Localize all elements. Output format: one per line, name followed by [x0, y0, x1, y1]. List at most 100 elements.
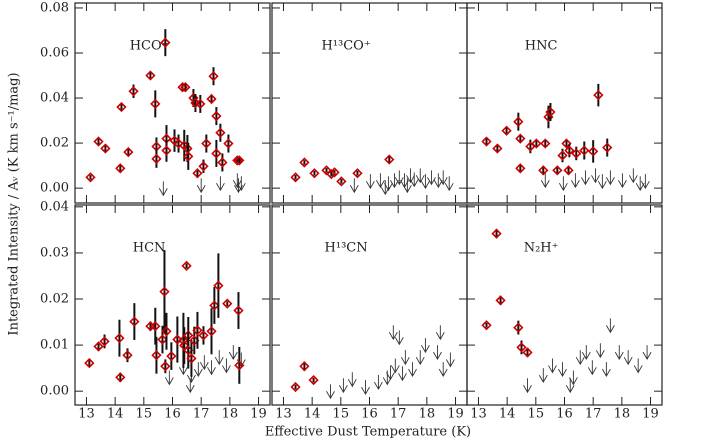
- detection-marker: [352, 168, 363, 179]
- detection-marker: [336, 176, 347, 187]
- detection-marker: [538, 165, 549, 176]
- detection-marker: [299, 157, 310, 168]
- detection-marker: [326, 169, 337, 180]
- detection-marker: [129, 316, 140, 327]
- detection-marker: [516, 342, 527, 353]
- detection-marker: [160, 361, 171, 372]
- detection-marker: [515, 163, 526, 174]
- panel-frame: [271, 204, 468, 406]
- detection-marker: [563, 165, 574, 176]
- detection-marker: [183, 151, 194, 162]
- y-tick-label: 0.04: [40, 91, 69, 106]
- detection-marker: [495, 295, 506, 306]
- detection-marker: [540, 138, 551, 149]
- detection-marker: [198, 330, 209, 341]
- upper-limit-arrow: [196, 178, 206, 194]
- detection-marker: [100, 143, 111, 154]
- panel-title: N₂H⁺: [524, 241, 559, 256]
- upper-limit-arrow: [421, 338, 430, 354]
- detection-marker: [501, 125, 512, 136]
- detection-marker: [99, 336, 110, 347]
- x-tick-label: 17: [193, 407, 210, 422]
- x-tick-label: 19: [447, 407, 464, 422]
- upper-limit-arrow: [382, 370, 392, 386]
- panel-title: HNC: [525, 39, 558, 54]
- x-tick-label: 18: [419, 407, 436, 422]
- detection-marker: [93, 341, 104, 352]
- detection-marker: [481, 136, 492, 147]
- upper-limit-arrow: [232, 173, 242, 189]
- upper-limit-arrow: [388, 325, 398, 341]
- detection-marker: [384, 154, 395, 165]
- upper-limit-arrow: [199, 355, 209, 371]
- detection-marker: [161, 326, 172, 337]
- upper-limit-arrow: [394, 330, 404, 346]
- detection-marker: [492, 143, 503, 154]
- detection-marker: [213, 280, 224, 291]
- detection-marker: [290, 381, 301, 393]
- detection-marker: [290, 172, 301, 183]
- upper-limit-arrow: [558, 362, 567, 378]
- panel-title: HCN: [133, 241, 166, 256]
- detection-marker: [181, 260, 192, 271]
- panel-frame: [74, 2, 271, 204]
- upper-limit-arrow: [568, 370, 578, 386]
- detection-marker: [557, 150, 568, 161]
- detection-marker: [115, 163, 126, 174]
- detection-marker: [195, 98, 206, 110]
- x-tick-label: 17: [390, 407, 407, 422]
- upper-limit-arrow: [601, 362, 611, 378]
- detection-marker: [217, 157, 228, 168]
- upper-limit-arrow: [438, 362, 448, 378]
- upper-limit-arrow: [558, 176, 568, 192]
- detection-marker: [85, 172, 96, 183]
- detection-marker: [114, 333, 125, 344]
- detection-marker: [123, 146, 134, 158]
- upper-limit-arrow: [361, 380, 370, 396]
- x-tick-label: 14: [107, 407, 124, 422]
- upper-limit-arrow: [548, 358, 557, 374]
- detection-marker: [150, 321, 161, 332]
- panel-frame: [74, 204, 271, 406]
- detection-marker: [234, 155, 245, 166]
- upper-limit-arrow: [365, 174, 375, 190]
- x-tick-label: 15: [136, 407, 153, 422]
- detection-marker: [186, 353, 197, 364]
- detection-marker: [593, 89, 604, 101]
- x-tick-label: 16: [361, 407, 378, 422]
- upper-limit-arrow: [376, 173, 385, 189]
- upper-limit-arrow: [236, 176, 246, 192]
- upper-limit-arrow: [421, 174, 430, 190]
- upper-limit-arrow: [386, 365, 395, 381]
- upper-limit-arrow: [228, 345, 238, 360]
- x-tick-label: 13: [470, 407, 487, 422]
- detection-marker: [116, 101, 127, 113]
- x-tick-label: 17: [585, 407, 602, 422]
- x-tick-label: 18: [222, 407, 239, 422]
- panel-title: HCO⁺: [130, 39, 169, 54]
- detection-marker: [173, 138, 184, 149]
- detection-marker: [206, 93, 217, 105]
- detection-marker: [513, 322, 524, 333]
- x-tick-label: 15: [528, 407, 545, 422]
- detection-marker: [157, 334, 168, 345]
- detection-marker: [481, 320, 492, 331]
- upper-limit-arrow: [618, 173, 627, 189]
- detection-marker: [206, 326, 217, 337]
- upper-limit-arrow: [215, 176, 225, 192]
- upper-limit-arrow: [433, 173, 443, 189]
- upper-limit-arrow: [538, 368, 548, 384]
- upper-limit-arrow: [633, 358, 643, 374]
- detection-marker: [128, 86, 139, 97]
- y-tick-label: 0.08: [40, 0, 69, 15]
- detection-marker: [561, 138, 572, 149]
- upper-limit-arrow: [222, 358, 231, 374]
- detection-marker: [602, 142, 613, 153]
- upper-limit-arrow: [595, 343, 605, 359]
- detection-marker: [151, 153, 162, 164]
- x-tick-label: 19: [250, 407, 267, 422]
- detection-marker: [166, 351, 177, 362]
- detection-marker: [552, 165, 563, 176]
- upper-limit-arrow: [373, 375, 383, 390]
- upper-limit-arrow: [326, 384, 335, 400]
